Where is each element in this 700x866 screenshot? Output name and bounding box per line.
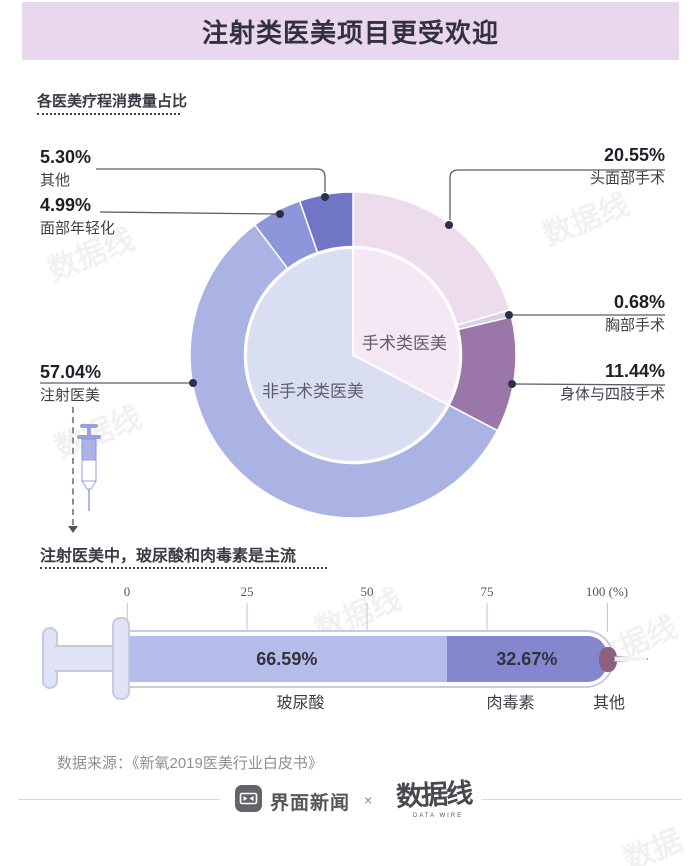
callout-other: 5.30% 其他 [40,146,91,191]
dashed-connector-line [72,407,74,525]
callout-injection-label: 注射医美 [40,387,101,404]
donut-segment-面部年轻化 [253,199,319,270]
inner-pie-手术类医美 [352,246,461,406]
axis-tick-75: 75 [481,584,494,632]
callout-chest-surgery: 0.68% 胸部手术 [605,291,665,336]
datawire-subtitle: DATA WIRE [413,813,464,819]
bar-segment-玻尿酸: 66.59% [127,636,447,682]
arrow-down-icon [68,526,78,533]
leader-dot-facial-rejuvenation [276,210,284,218]
callout-facial-value: 4.99% [40,195,92,215]
callout-injection: 57.04% 注射医美 [40,361,101,406]
datawire-logo: 数据线 [395,778,472,812]
syringe-plunger-shaft [55,645,117,672]
callout-body-limb-surgery: 11.44% 身体与四肢手术 [560,360,665,405]
callout-facial-rejuvenation: 4.99% 面部年轻化 [40,194,115,239]
title-banner: 注射类医美项目更受欢迎 [22,2,679,60]
dotted-underline [40,567,327,569]
bar-segment-value: 66.59% [256,648,318,669]
callout-facial-label: 面部年轻化 [40,220,116,237]
leader-dot-injection [189,379,197,387]
donut-segment-注射医美 [189,223,499,519]
bar-category-botulinum: 肉毒素 [486,695,535,712]
inner-pie-非手术类医美 [245,246,450,463]
callout-body-value: 11.44% [604,361,665,381]
callout-other-value: 5.30% [40,147,92,167]
footer-rule-right [481,799,682,800]
leader-dot-head-face-surgery [445,221,453,229]
jiemian-news-logo-icon [235,785,262,812]
bar-segment-value: 32.67% [496,648,558,669]
leader-dot-chest-surgery [505,311,513,319]
leader-line-facial-rejuvenation [99,211,277,215]
callout-head-value: 20.55% [603,145,665,165]
axis-tick-0: 0 [124,584,130,632]
pie-section-heading: 各医美疗程消费量占比 [37,93,188,110]
callout-head-face-surgery: 20.55% 头面部手术 [590,144,665,189]
donut-segment-身体与四肢手术 [448,315,517,432]
leader-line-other [96,168,326,192]
dotted-underline [37,113,180,115]
bar-segment-肉毒素: 32.67% [446,636,607,682]
bar-category-hyaluronic-acid: 玻尿酸 [276,695,325,712]
axis-tick-25: 25 [241,584,254,632]
axis-tick-50: 50 [361,584,374,632]
watermark: 数据线 [538,188,635,253]
data-source: 数据来源：《新氧2019医美行业白皮书》 [57,755,323,772]
footer-rule-left [18,799,220,800]
syringe-plunger-flange [112,617,130,700]
inner-label-non-surgical: 非手术类医美 [262,382,364,401]
donut-segment-其他 [298,191,354,254]
donut-segment-胸部手术 [456,309,513,331]
callout-head-label: 头面部手术 [589,170,665,187]
donut-segment-头面部手术 [352,191,511,326]
syringe-needle-hub [599,647,617,672]
bar-segments: 66.59% 32.67% [127,636,607,682]
bar-section-heading: 注射医美中，玻尿酸和肉毒素是主流 [40,548,297,565]
leader-dot-other [321,193,329,201]
callout-chest-value: 0.68% [613,292,665,312]
watermark: 数据线 [619,824,688,866]
syringe-icon [77,424,101,511]
callout-body-label: 身体与四肢手术 [559,386,665,403]
bar-category-other: 其他 [592,695,625,712]
axis-tick-100: 100 (%) [586,584,628,632]
callout-other-label: 其他 [40,172,71,189]
syringe-needle [614,656,648,662]
page-title: 注射类医美项目更受欢迎 [201,17,499,48]
footer-separator: × [364,792,373,808]
jiemian-news-wordmark: 界面新闻 [270,793,351,814]
callout-chest-label: 胸部手术 [604,317,665,334]
leader-dot-body-limb-surgery [508,380,516,388]
callout-injection-value: 57.04% [40,362,102,382]
inner-label-surgical: 手术类医美 [362,334,447,353]
